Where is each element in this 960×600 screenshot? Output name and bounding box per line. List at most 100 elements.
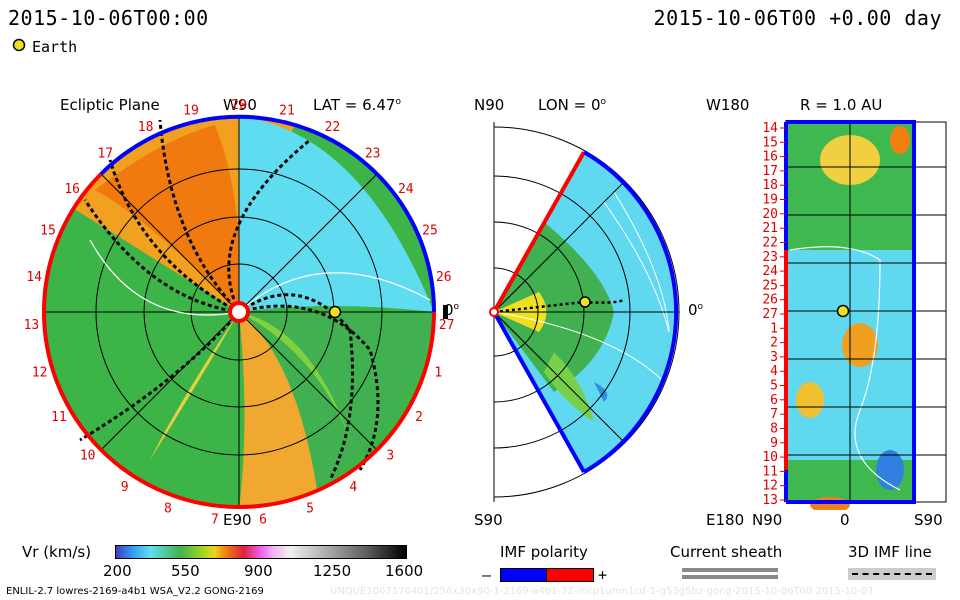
sphere-map-plot: 1415161718192021222324252627123456789101… [762, 120, 947, 510]
sphere-top-left-label: W180 [706, 96, 750, 114]
sphere-row-label: 22 [762, 236, 778, 251]
imf-line-label: 3D IMF line [848, 543, 932, 561]
earth-marker-icon [328, 305, 342, 319]
earth-legend-label: Earth [32, 38, 78, 56]
ecliptic-bottom-label: E90 [223, 511, 252, 529]
carrington-tick-label: 1 [434, 366, 442, 381]
carrington-tick-label: 6 [259, 513, 267, 528]
sphere-title: R = 1.0 AU [800, 96, 883, 114]
carrington-tick-label: 20 [231, 98, 247, 113]
sphere-row-label: 15 [762, 135, 778, 150]
sphere-x-label-n90: N90 [752, 511, 783, 529]
carrington-tick-label: 15 [40, 224, 56, 239]
carrington-tick-label: 17 [97, 147, 113, 162]
timestamp-right: 2015-10-06T00 +0.00 day [653, 6, 942, 30]
carrington-tick-label: 18 [138, 120, 154, 135]
sphere-row-label: 5 [770, 379, 778, 394]
carrington-tick-label: 13 [24, 318, 40, 333]
sphere-row-label: 23 [762, 250, 778, 265]
earth-marker-meridional-icon [579, 296, 591, 308]
imf-line-swatch [848, 568, 936, 580]
sphere-row-label: 27 [762, 307, 778, 322]
sphere-row-label: 10 [762, 450, 778, 465]
current-sheath-label: Current sheath [670, 543, 783, 561]
sphere-row-label: 25 [762, 278, 778, 293]
sphere-row-label: 16 [762, 150, 778, 165]
carrington-tick-label: 5 [306, 502, 314, 517]
imf-polarity-label: IMF polarity [500, 543, 588, 561]
ecliptic-plane-plot: 20 21222324252627123456789101112131415161… [24, 98, 455, 528]
carrington-tick-label: 8 [164, 502, 172, 517]
carrington-tick-label: 25 [422, 224, 438, 239]
sphere-row-label: 9 [770, 436, 778, 451]
carrington-tick-label: 27 [439, 318, 455, 333]
footer-model: ENLIL-2.7 lowres-2169-a4b1 WSA_V2.2 GONG… [6, 586, 264, 597]
colorbar-tick-1600: 1600 [385, 562, 424, 580]
sphere-row-label: 19 [762, 193, 778, 208]
meridional-plane-plot [489, 122, 680, 502]
carrington-tick-label: 12 [32, 366, 48, 381]
sun-icon [228, 301, 250, 323]
sphere-row-label: 12 [762, 479, 778, 494]
carrington-tick-label: 3 [386, 449, 394, 464]
current-sheath-swatch-top [682, 568, 778, 572]
sphere-row-label: 21 [762, 221, 778, 236]
colorbar-tick-550: 550 [171, 562, 200, 580]
sphere-x-label-s90: S90 [914, 511, 943, 529]
sphere-row-label: 17 [762, 164, 778, 179]
sphere-row-label: 3 [770, 350, 778, 365]
earth-marker-sphere-icon [836, 304, 850, 318]
colorbar-tick-200: 200 [103, 562, 132, 580]
carrington-tick-label: 7 [211, 513, 219, 528]
current-sheath-swatch-bottom [682, 575, 778, 579]
carrington-tick-label: 2 [415, 410, 423, 425]
footer-run-id: UNQUE1007170401/256x30x90-1-2169-a4b1-32… [330, 586, 874, 597]
sphere-row-label: 14 [762, 121, 778, 136]
sphere-row-label: 13 [762, 493, 778, 508]
carrington-tick-label: 10 [80, 449, 96, 464]
sphere-row-label: 2 [770, 336, 778, 351]
timestamp-left: 2015-10-06T00:00 [8, 6, 209, 30]
carrington-tick-label: 21 [279, 104, 295, 119]
carrington-tick-label: 23 [365, 147, 381, 162]
meridional-bottom-label: S90 [474, 511, 503, 529]
sphere-row-label: 1 [770, 321, 778, 336]
ecliptic-right-label: 0o [444, 301, 460, 319]
colorbar-tick-1250: 1250 [313, 562, 352, 580]
sphere-row-label: 20 [762, 207, 778, 222]
imf-polarity-plus: + [598, 566, 608, 584]
sphere-row-label: 4 [770, 364, 778, 379]
ecliptic-title: Ecliptic Plane [60, 96, 160, 114]
polarity-negative-swatch [500, 568, 548, 582]
carrington-tick-label: 9 [121, 480, 129, 495]
carrington-tick-label: 4 [349, 480, 357, 495]
sphere-row-label: 11 [762, 464, 778, 479]
colorbar-label: Vr (km/s) [22, 543, 92, 561]
carrington-tick-label: 19 [183, 104, 199, 119]
sphere-row-label: 24 [762, 264, 778, 279]
sphere-row-label: 7 [770, 407, 778, 422]
carrington-tick-label: 16 [64, 182, 80, 197]
sphere-row-label: 18 [762, 178, 778, 193]
lat-label: LAT = 6.47o [313, 96, 401, 114]
earth-icon [12, 38, 27, 53]
current-sheath-lines [79, 119, 380, 481]
colorbar-tick-900: 900 [244, 562, 273, 580]
carrington-tick-label: 26 [436, 270, 452, 285]
carrington-tick-label: 11 [51, 410, 67, 425]
carrington-tick-label: 22 [325, 120, 341, 135]
ecliptic-top-label: W90 [223, 96, 257, 114]
lon-label: LON = 0o [538, 96, 607, 114]
carrington-tick-label: 24 [398, 182, 414, 197]
imf-polarity-minus: – [482, 566, 492, 584]
sphere-row-label: 6 [770, 393, 778, 408]
carrington-tick-label: 14 [26, 270, 42, 285]
sphere-row-label: 8 [770, 422, 778, 437]
meridional-top-label: N90 [474, 96, 505, 114]
sphere-x-label-0: 0 [840, 511, 850, 529]
sphere-bottom-left-label: E180 [706, 511, 745, 529]
sphere-row-label: 26 [762, 293, 778, 308]
colorbar [115, 545, 407, 559]
polarity-positive-swatch [546, 568, 594, 582]
meridional-right-label: 0o [688, 301, 704, 319]
